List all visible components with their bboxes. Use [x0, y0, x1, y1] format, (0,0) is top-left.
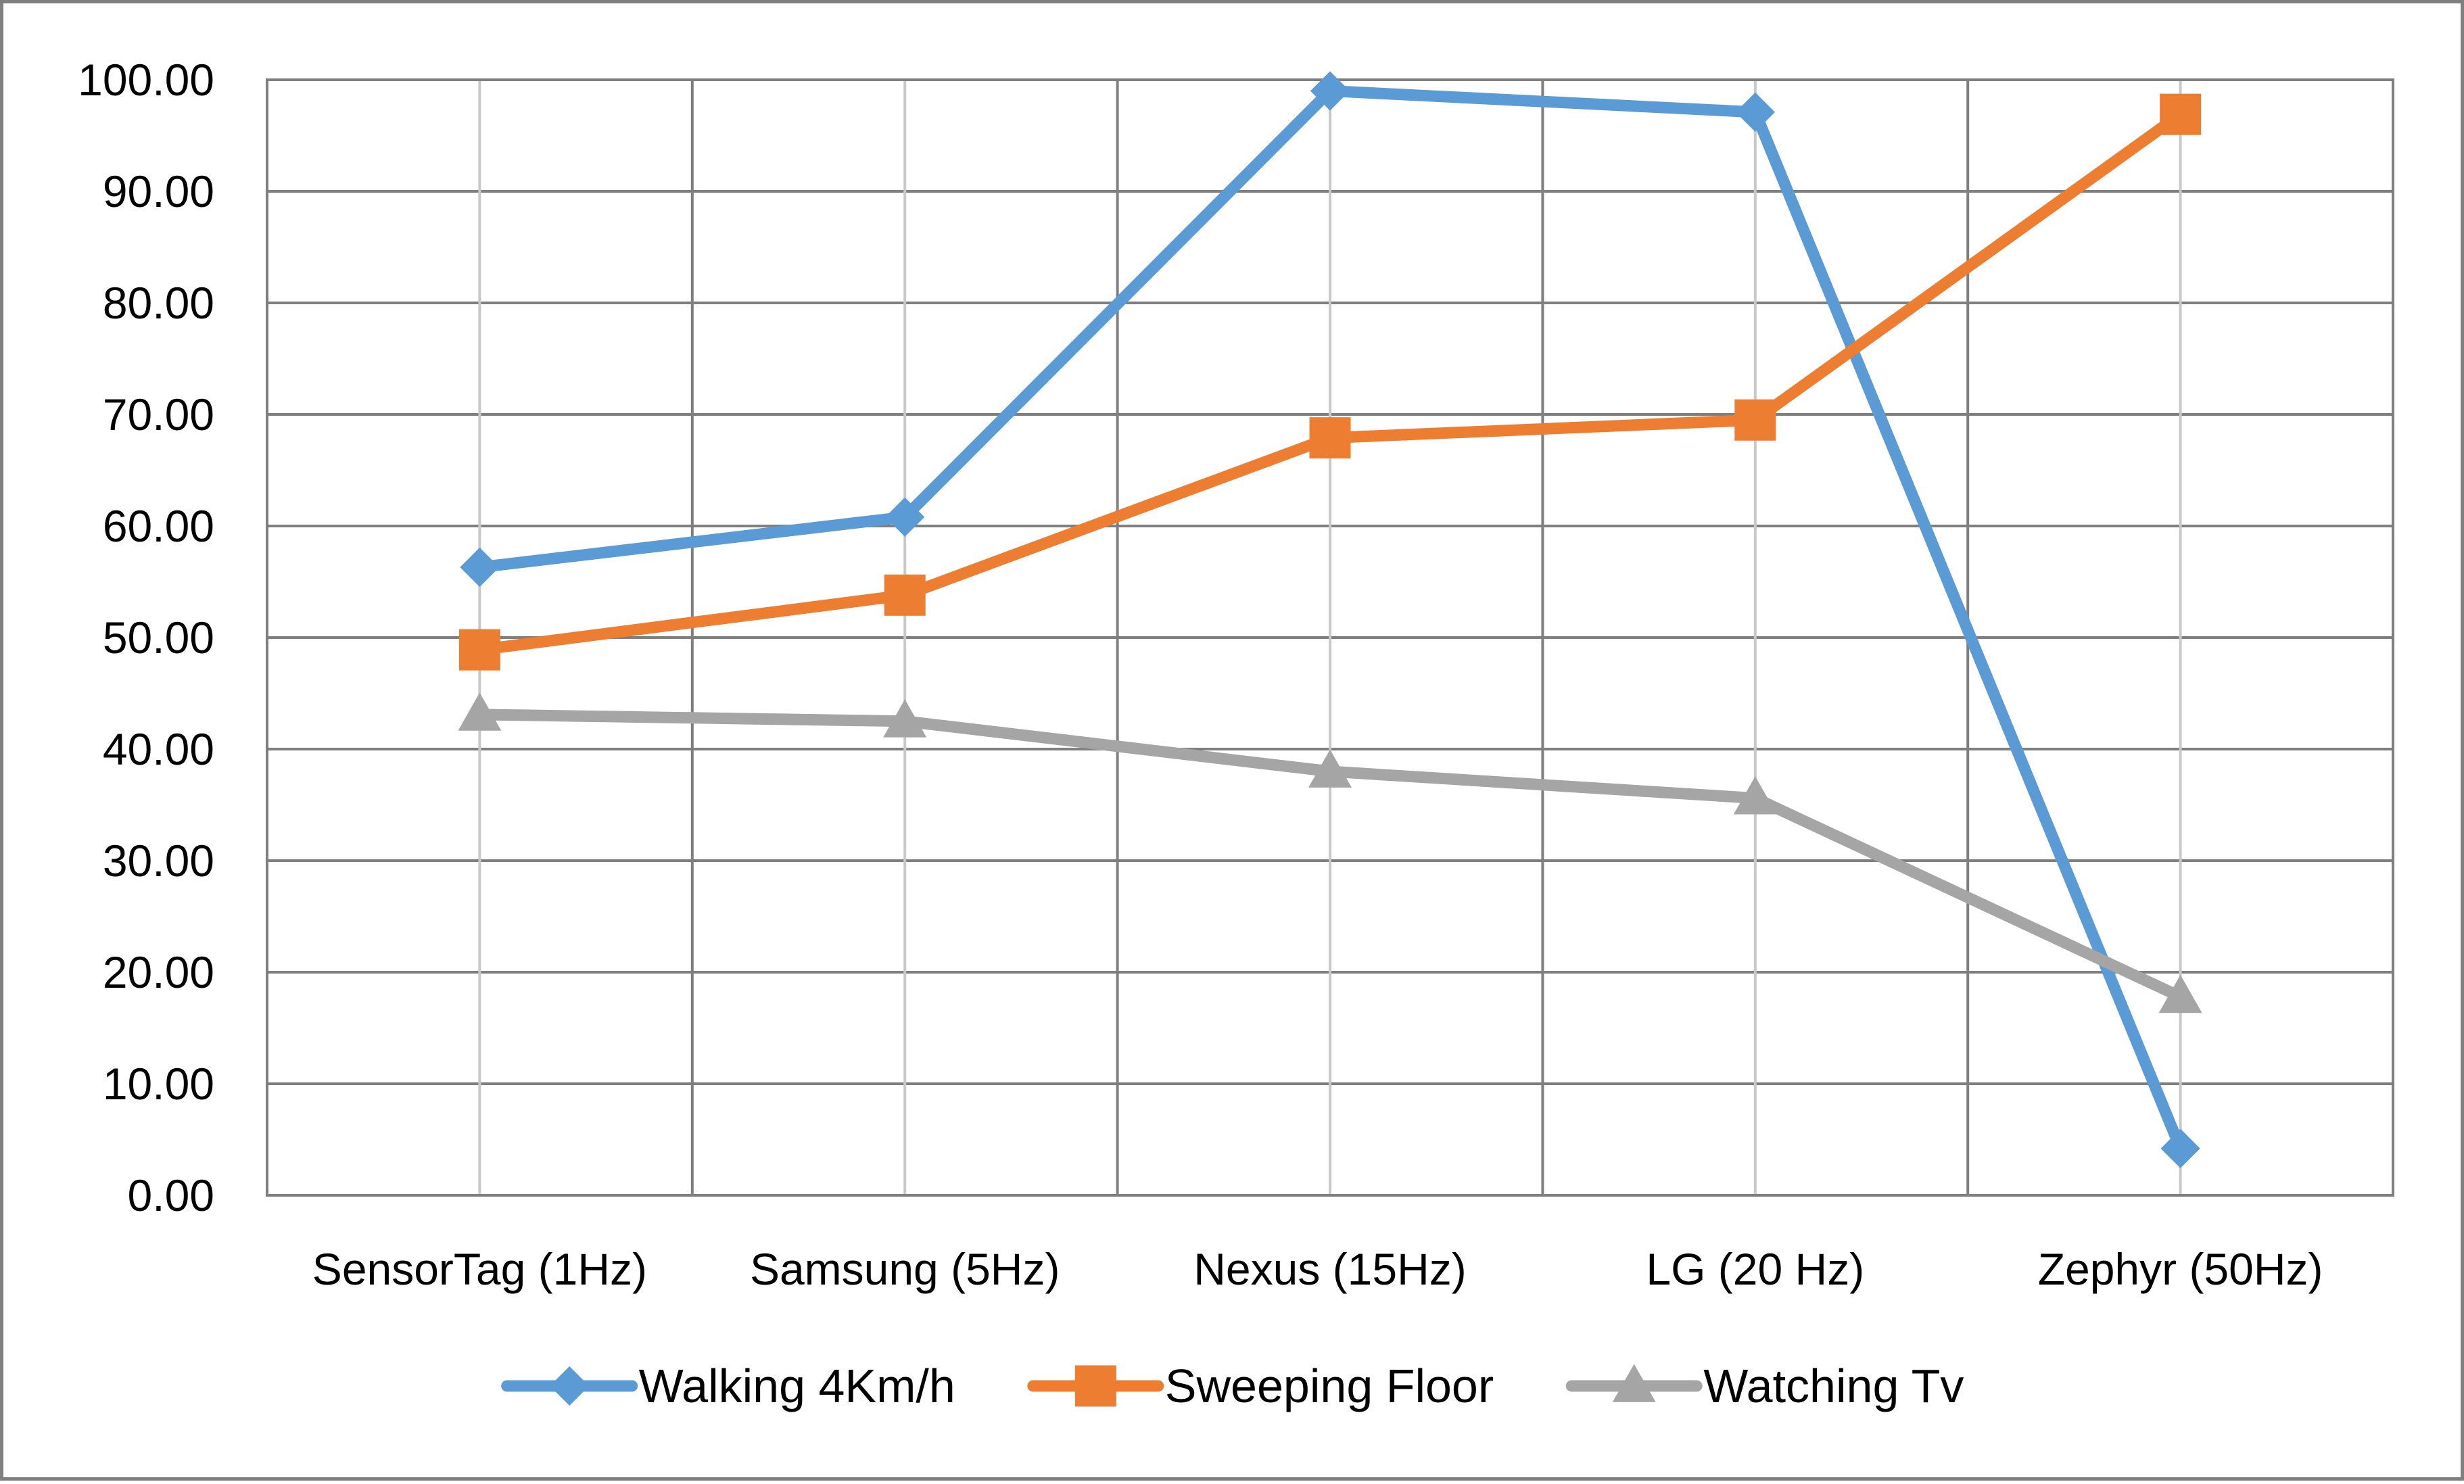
data-point-marker	[885, 497, 925, 537]
data-point-marker	[1310, 71, 1350, 111]
legend-label: Walking 4Km/h	[639, 1360, 955, 1412]
data-point-marker	[1733, 776, 1777, 815]
y-tick-label: 0.00	[128, 1170, 214, 1220]
y-axis-tick-labels: 0.00 10.00 20.00 30.00 40.00 50.00 60.00 70.00 8…	[78, 55, 214, 1220]
x-category-label: Nexus (15Hz)	[1193, 1244, 1466, 1294]
data-point-marker	[458, 692, 502, 731]
x-category-label: Zephyr (50Hz)	[2038, 1244, 2323, 1294]
y-tick-label: 60.00	[103, 501, 214, 551]
y-tick-label: 90.00	[103, 166, 214, 216]
data-point-marker	[884, 574, 926, 616]
legend-label: Watching Tv	[1703, 1360, 1964, 1412]
y-tick-label: 70.00	[103, 389, 214, 439]
y-tick-label: 10.00	[103, 1059, 214, 1109]
legend: Walking 4Km/h Sweeping Floor Watching Tv	[501, 1360, 1964, 1412]
x-axis-category-labels: SensorTag (1Hz) Samsung (5Hz) Nexus (15Hz)…	[312, 1244, 2323, 1294]
series-layer	[458, 71, 2202, 1168]
y-tick-label: 20.00	[103, 947, 214, 997]
legend-label: Sweeping Floor	[1165, 1360, 1494, 1412]
x-category-label: SensorTag (1Hz)	[312, 1244, 647, 1294]
data-point-marker	[883, 699, 927, 738]
legend-item: Walking 4Km/h	[501, 1360, 955, 1412]
data-point-marker	[2160, 1128, 2200, 1168]
x-category-label: Samsung (5Hz)	[750, 1244, 1060, 1294]
series-sweeping-floor	[458, 93, 2202, 671]
data-point-marker	[1308, 749, 1352, 788]
line-chart: 0.00 10.00 20.00 30.00 40.00 50.00 60.00 70.00 8…	[78, 55, 2394, 1412]
data-point-marker	[1735, 92, 1775, 132]
legend-marker-swatch	[1074, 1365, 1116, 1407]
data-point-marker	[1734, 399, 1776, 441]
y-tick-label: 40.00	[103, 724, 214, 774]
legend-item: Watching Tv	[1565, 1360, 1964, 1412]
data-point-marker	[2160, 93, 2202, 135]
legend-marker-swatch	[550, 1366, 590, 1406]
y-tick-label: 80.00	[103, 278, 214, 328]
x-category-label: LG (20 Hz)	[1646, 1244, 1864, 1294]
data-point-marker	[460, 547, 500, 588]
y-tick-label: 100.00	[78, 55, 214, 105]
series-walking-4km-h	[460, 71, 2200, 1168]
y-tick-label: 50.00	[103, 613, 214, 663]
legend-marker-swatch	[1612, 1364, 1656, 1402]
series-watching-tv	[458, 692, 2202, 1013]
data-point-marker	[1309, 417, 1351, 459]
data-point-marker	[2158, 974, 2202, 1013]
y-tick-label: 30.00	[103, 836, 214, 886]
data-point-marker	[458, 629, 500, 671]
legend-item: Sweeping Floor	[1027, 1360, 1494, 1412]
